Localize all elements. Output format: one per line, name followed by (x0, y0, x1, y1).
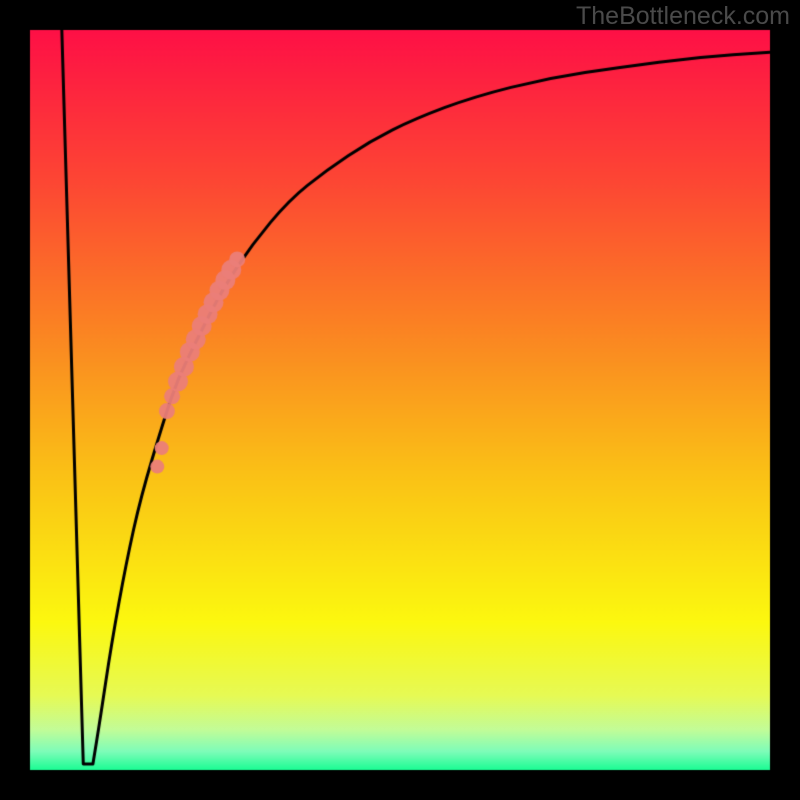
watermark-text: TheBottleneck.com (576, 2, 790, 31)
bottleneck-chart-canvas (0, 0, 800, 800)
chart-root: TheBottleneck.com (0, 0, 800, 800)
